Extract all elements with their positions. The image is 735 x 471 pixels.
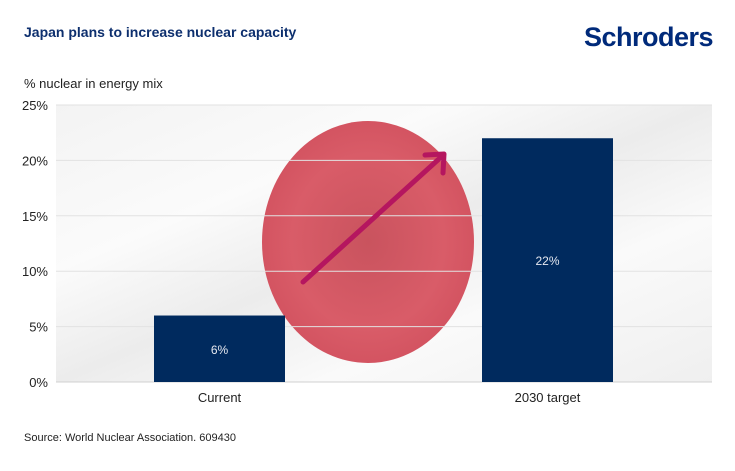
y-tick-label: 25% bbox=[22, 98, 48, 113]
bar-current bbox=[154, 315, 285, 382]
y-axis-label: % nuclear in energy mix bbox=[24, 76, 163, 91]
y-tick-label: 20% bbox=[22, 153, 48, 168]
y-tick-label: 10% bbox=[22, 264, 48, 279]
y-tick-label: 0% bbox=[29, 375, 48, 390]
x-tick-label: Current bbox=[198, 390, 242, 405]
chart-title: Japan plans to increase nuclear capacity bbox=[24, 24, 297, 40]
y-tick-label: 15% bbox=[22, 209, 48, 224]
data-label: 6% bbox=[211, 343, 229, 357]
increase-arrow bbox=[300, 151, 447, 285]
y-tick-label: 5% bbox=[29, 320, 48, 335]
x-tick-label: 2030 target bbox=[515, 390, 581, 405]
bar-2030-target bbox=[482, 138, 613, 382]
data-label: 22% bbox=[535, 254, 559, 268]
source-note: Source: World Nuclear Association. 60943… bbox=[24, 432, 236, 444]
flag-sun-circle bbox=[262, 121, 474, 363]
schroders-logo: Schroders bbox=[583, 22, 714, 52]
